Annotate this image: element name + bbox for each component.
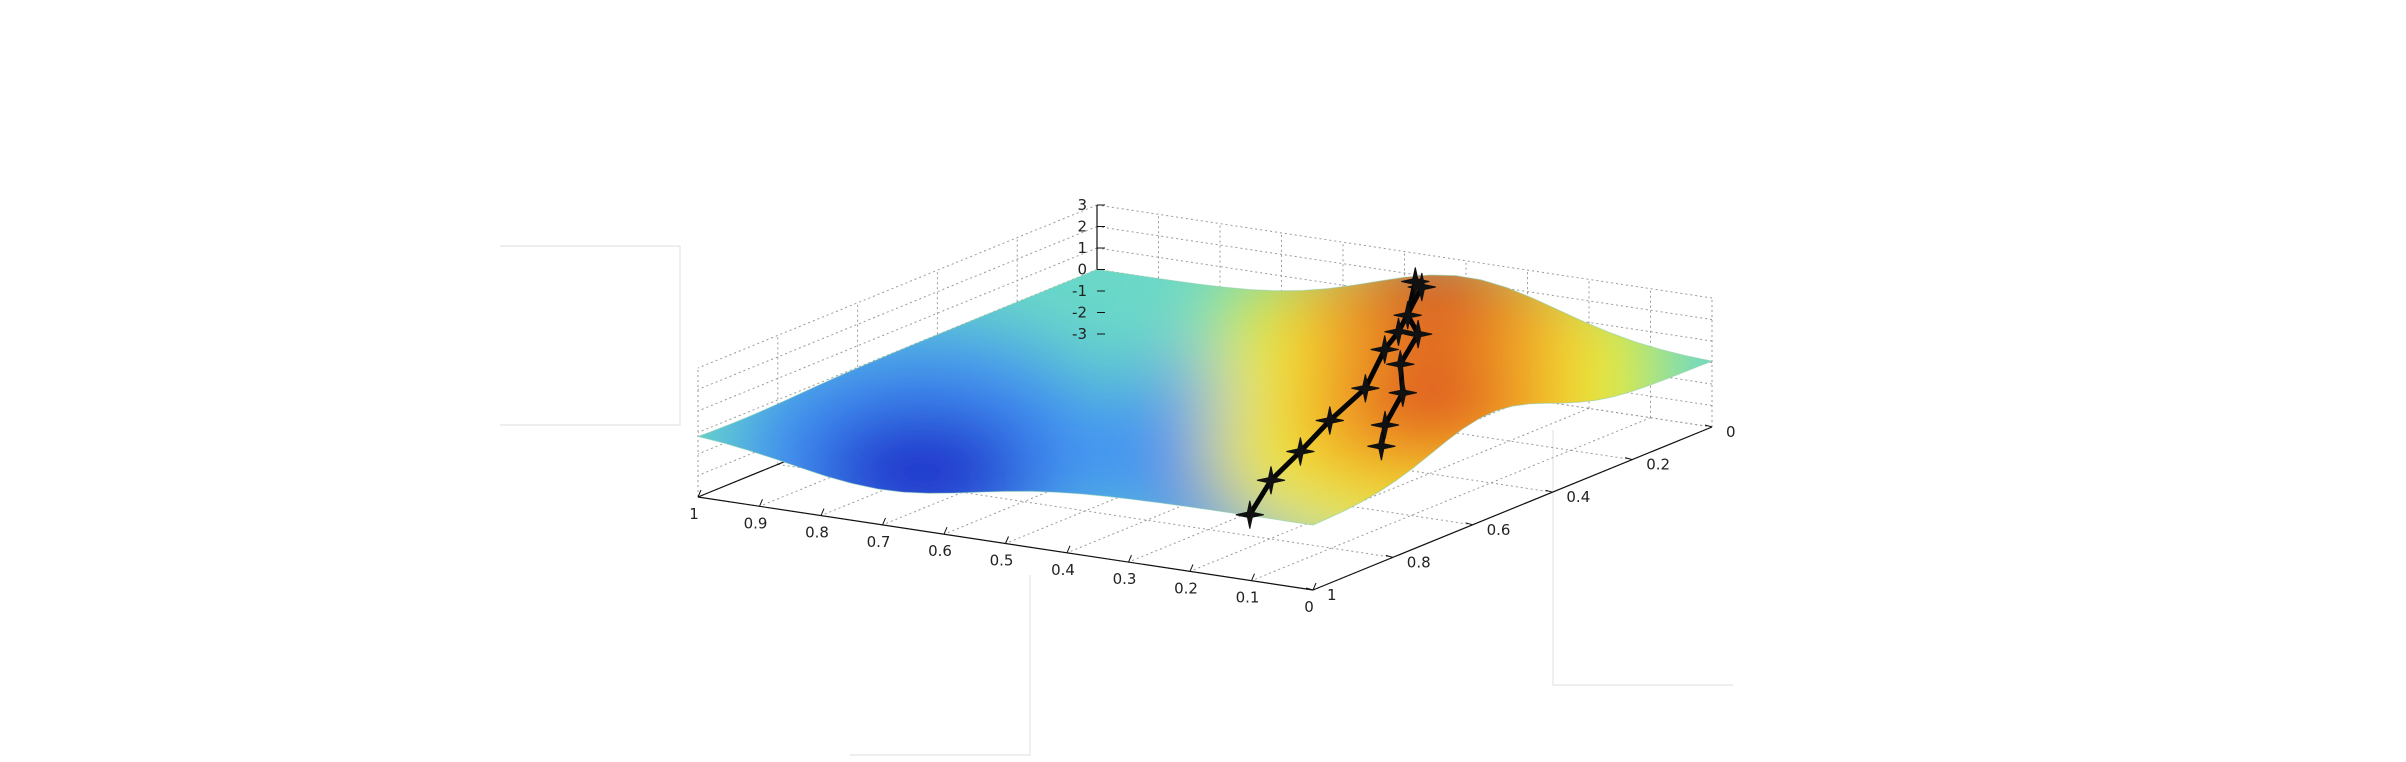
grid-line <box>697 204 1098 369</box>
descent-path-point <box>1370 410 1400 440</box>
y-axis-line <box>1312 426 1713 591</box>
descent-path-point <box>1401 267 1430 296</box>
descent-path-point <box>1235 500 1264 529</box>
descent-path-point <box>1256 466 1286 495</box>
y-tick-label: 0.8 <box>1407 553 1431 571</box>
z-tick-label: 2 <box>1077 218 1087 236</box>
y-tick-mark <box>1465 522 1473 526</box>
y-tick-mark <box>1305 587 1314 591</box>
y-tick-label: 0.2 <box>1646 456 1670 474</box>
x-tick-label: 1 <box>689 505 699 523</box>
descent-path-point <box>1393 301 1422 330</box>
surface-mesh <box>696 268 1714 526</box>
x-tick-label: 0.3 <box>1113 570 1137 588</box>
grid-line <box>1096 204 1713 299</box>
grid-line <box>777 463 1393 558</box>
y-tick-label: 0.6 <box>1487 521 1511 539</box>
x-tick-label: 0.4 <box>1051 561 1075 579</box>
x-tick-mark <box>759 499 763 507</box>
x-tick-mark <box>1005 536 1009 544</box>
x-tick-label: 0.7 <box>867 533 891 551</box>
grid-line <box>1189 407 1590 572</box>
valley-core <box>812 410 1033 526</box>
descent-path-point <box>1367 432 1396 461</box>
z-tick-label: 3 <box>1077 196 1087 214</box>
grid-line <box>1251 417 1651 582</box>
descent-path-point <box>1315 406 1344 435</box>
z-tick-label: -2 <box>1072 304 1087 322</box>
descent-path-point <box>1386 350 1415 379</box>
axis-ticks: -3-2-1012300.10.20.30.40.50.60.70.80.910… <box>689 196 1735 616</box>
z-tick-label: 1 <box>1077 239 1087 257</box>
x-tick-mark <box>1312 582 1317 591</box>
grid-line <box>1096 226 1713 320</box>
z-tick-label: -1 <box>1072 282 1087 300</box>
x-tick-mark <box>1251 573 1255 581</box>
y-tick-mark <box>1545 489 1553 493</box>
x-tick-mark <box>1189 564 1194 572</box>
y-tick-label: 0.4 <box>1566 488 1590 506</box>
x-tick-label: 0.8 <box>805 524 829 542</box>
x-tick-mark <box>1128 554 1132 563</box>
descent-path-point <box>1384 317 1413 346</box>
descent-path-point <box>1388 378 1417 407</box>
y-tick-mark <box>1385 554 1393 558</box>
peak-core <box>1354 269 1515 333</box>
grid-line <box>697 247 1098 412</box>
z-tick-label: -3 <box>1072 325 1087 343</box>
grid-line <box>697 226 1098 390</box>
descent-path-point <box>1370 335 1399 364</box>
descent-path-point <box>1286 437 1315 466</box>
x-tick-label: 0 <box>1304 598 1314 616</box>
y-tick-mark <box>1625 457 1633 461</box>
z-tick-label: 0 <box>1077 261 1087 279</box>
x-tick-mark <box>697 489 702 498</box>
x-tick-label: 0.6 <box>928 542 952 560</box>
x-tick-label: 0.2 <box>1174 579 1198 597</box>
descent-paths <box>1235 267 1436 529</box>
x-tick-label: 0.5 <box>990 552 1014 570</box>
descent-path-point <box>1351 374 1380 403</box>
x-tick-mark <box>882 517 886 526</box>
y-tick-mark <box>1704 424 1713 428</box>
descent-path-point <box>1403 319 1433 349</box>
y-tick-label: 0 <box>1726 423 1736 441</box>
y-tick-label: 1 <box>1327 586 1337 604</box>
x-tick-label: 0.1 <box>1236 589 1260 607</box>
background-frame-lines <box>500 245 1733 756</box>
x-tick-mark <box>943 527 948 535</box>
x-tick-mark <box>820 508 825 516</box>
x-tick-label: 0.9 <box>744 514 768 532</box>
x-tick-mark <box>1066 545 1071 553</box>
